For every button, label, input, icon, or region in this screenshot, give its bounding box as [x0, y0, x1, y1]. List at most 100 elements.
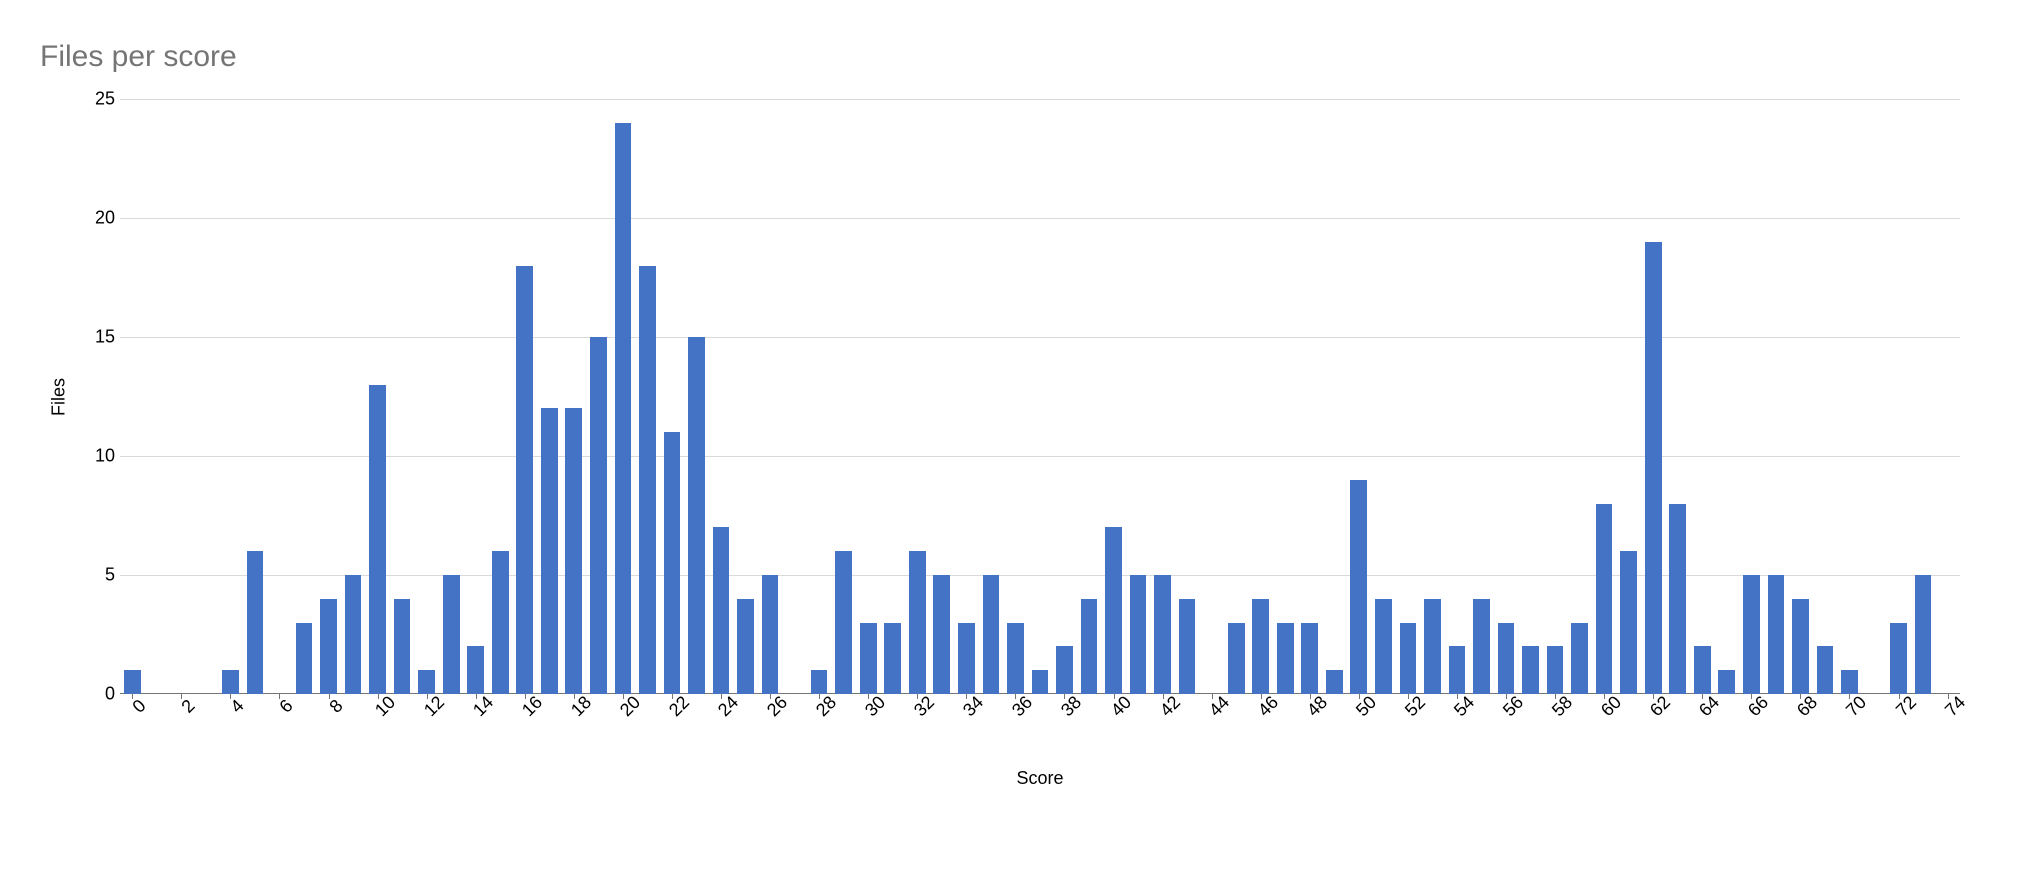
bar-slot	[1371, 99, 1396, 694]
x-tick-slot	[586, 699, 611, 729]
bar	[1596, 504, 1613, 694]
bar-slot	[439, 99, 464, 694]
x-tick-slot	[537, 699, 562, 729]
x-tick-slot: 68	[1788, 699, 1813, 729]
bar	[590, 337, 607, 694]
bar	[1350, 480, 1367, 694]
bar-slot	[1543, 99, 1568, 694]
x-tick-slot	[831, 699, 856, 729]
x-tick-slot: 40	[1101, 699, 1126, 729]
bar	[1669, 504, 1686, 694]
x-tick-slot	[1469, 699, 1494, 729]
x-tick-slot: 0	[120, 699, 145, 729]
bar	[394, 599, 411, 694]
x-tick-slot: 54	[1445, 699, 1470, 729]
bar	[835, 551, 852, 694]
x-tick-slot	[733, 699, 758, 729]
bar	[1694, 646, 1711, 694]
x-tick-slot: 44	[1199, 699, 1224, 729]
bar	[909, 551, 926, 694]
bar	[1449, 646, 1466, 694]
bar	[1743, 575, 1760, 694]
bar-slot	[635, 99, 660, 694]
x-tick-slot	[1077, 699, 1102, 729]
bar	[615, 123, 632, 694]
bar-slot	[1592, 99, 1617, 694]
bar-slot	[1322, 99, 1347, 694]
bar-slot	[1273, 99, 1298, 694]
x-tick-slot	[684, 699, 709, 729]
bar	[1375, 599, 1392, 694]
x-tick-slot	[1273, 699, 1298, 729]
plot-area: Files 0510152025 02468101214161820222426…	[120, 99, 1960, 694]
bar-slot	[537, 99, 562, 694]
x-tick-slot	[1764, 699, 1789, 729]
bar-slot	[1567, 99, 1592, 694]
bar-slot	[1837, 99, 1862, 694]
bar-slot	[562, 99, 587, 694]
bar	[124, 670, 141, 694]
bar-slot	[807, 99, 832, 694]
bar	[1522, 646, 1539, 694]
x-tick-slot: 10	[365, 699, 390, 729]
x-tick-slot	[1518, 699, 1543, 729]
x-tick-slot: 74	[1935, 699, 1960, 729]
x-tick-slot: 42	[1150, 699, 1175, 729]
bar-slot	[1126, 99, 1151, 694]
y-tick-label: 20	[65, 208, 115, 229]
bar-slot	[1052, 99, 1077, 694]
x-tick-slot	[439, 699, 464, 729]
x-axis: 0246810121416182022242628303234363840424…	[120, 699, 1960, 729]
x-tick-slot	[1567, 699, 1592, 729]
bar	[639, 266, 656, 694]
bar	[1277, 623, 1294, 694]
bar-slot	[1911, 99, 1936, 694]
x-tick-slot	[979, 699, 1004, 729]
bar-slot	[1003, 99, 1028, 694]
bar-slot	[365, 99, 390, 694]
x-tick-slot	[341, 699, 366, 729]
bar-slot	[1224, 99, 1249, 694]
x-tick-slot	[1911, 699, 1936, 729]
bar	[222, 670, 239, 694]
bar-slot	[1518, 99, 1543, 694]
bar-slot	[1764, 99, 1789, 694]
x-tick-slot: 6	[267, 699, 292, 729]
x-tick-slot: 16	[513, 699, 538, 729]
bar-slot	[1494, 99, 1519, 694]
x-tick-slot: 50	[1347, 699, 1372, 729]
x-tick-slot: 28	[807, 699, 832, 729]
bar-slot	[267, 99, 292, 694]
bar-slot	[1298, 99, 1323, 694]
bar-slot	[782, 99, 807, 694]
bar	[1645, 242, 1662, 694]
bar	[492, 551, 509, 694]
bar	[345, 575, 362, 694]
bar	[1498, 623, 1515, 694]
bar	[1056, 646, 1073, 694]
bar-slot	[930, 99, 955, 694]
x-tick-slot: 14	[463, 699, 488, 729]
bar-slot	[1199, 99, 1224, 694]
bar-slot	[856, 99, 881, 694]
x-tick-slot	[243, 699, 268, 729]
bar	[1154, 575, 1171, 694]
x-axis-title: Score	[1016, 768, 1063, 789]
bar-slot	[1150, 99, 1175, 694]
bar	[1841, 670, 1858, 694]
bar-slot	[1690, 99, 1715, 694]
bar	[860, 623, 877, 694]
x-tick-slot	[930, 699, 955, 729]
bar	[713, 527, 730, 694]
x-tick-slot: 4	[218, 699, 243, 729]
bar-slot	[1616, 99, 1641, 694]
x-tick-slot: 38	[1052, 699, 1077, 729]
bar-slot	[1886, 99, 1911, 694]
x-tick-slot: 32	[905, 699, 930, 729]
bar	[1718, 670, 1735, 694]
x-tick-slot: 46	[1248, 699, 1273, 729]
x-tick-slot	[194, 699, 219, 729]
x-tick-slot	[1175, 699, 1200, 729]
bar	[1890, 623, 1907, 694]
bar-slot	[341, 99, 366, 694]
